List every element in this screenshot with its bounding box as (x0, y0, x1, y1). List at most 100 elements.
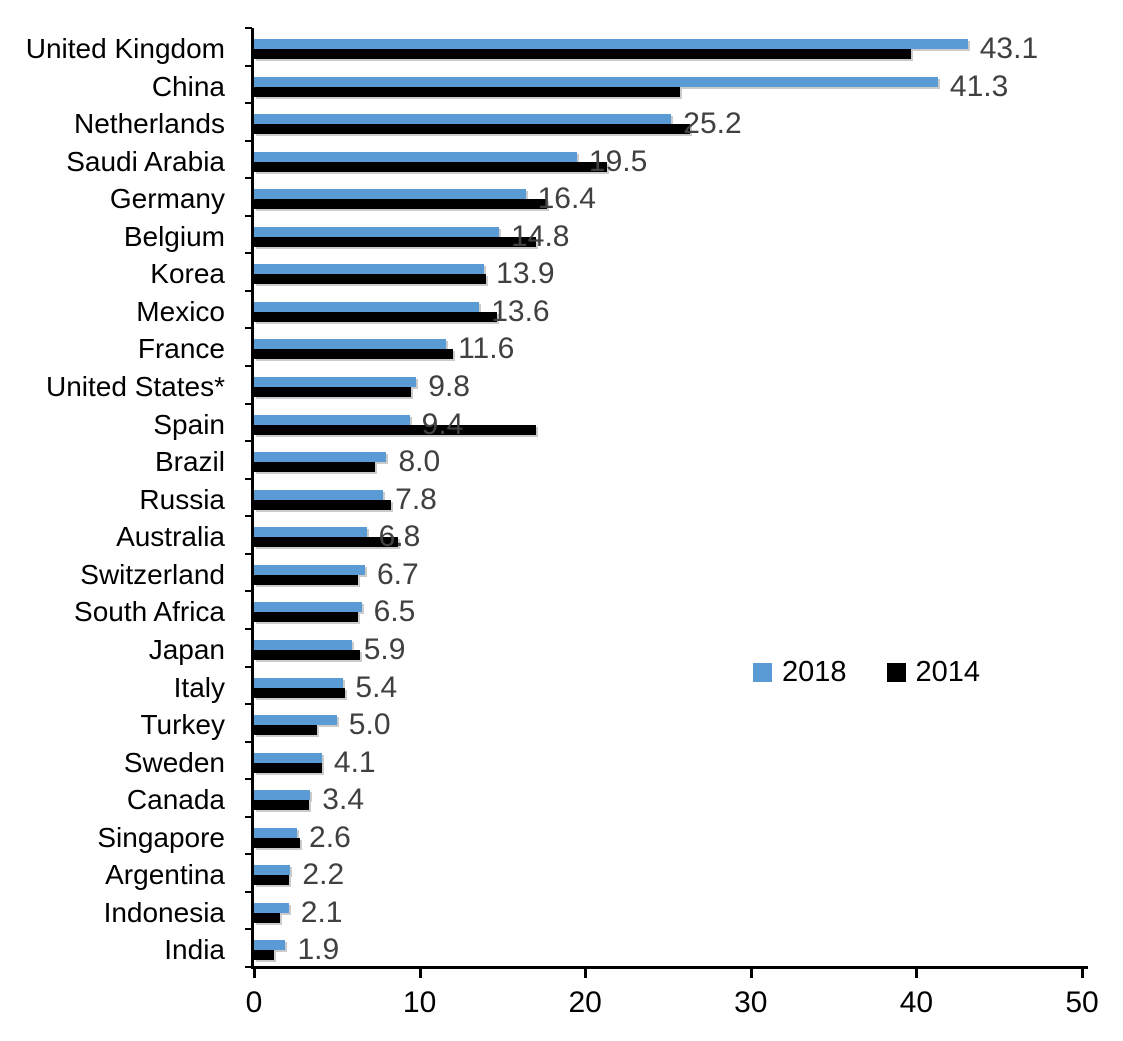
bar-group: 11.6 (254, 328, 1082, 366)
bar-2018 (254, 902, 289, 913)
x-axis-line (251, 966, 1088, 969)
data-label: 5.0 (348, 708, 391, 742)
bar-group: 5.0 (254, 704, 1082, 742)
data-label: 5.9 (363, 632, 406, 666)
category-label: Canada (126, 784, 225, 816)
data-label: 13.6 (491, 294, 550, 328)
legend-swatch-2018 (753, 663, 772, 682)
y-tick (245, 778, 252, 781)
bar-group: 6.8 (254, 516, 1082, 554)
data-label: 14.8 (511, 219, 570, 253)
category-label: India (164, 934, 225, 966)
legend-item-2018: 2018 (753, 658, 847, 687)
bar-2018 (254, 752, 322, 763)
data-label: 41.3 (949, 69, 1009, 103)
bar-2018 (254, 264, 485, 275)
category-label: Switzerland (80, 558, 225, 590)
bar-group: 5.9 (254, 629, 1082, 667)
bar-2018 (254, 865, 291, 876)
bar-2014 (254, 387, 412, 398)
data-label: 1.9 (297, 933, 340, 967)
y-tick (245, 214, 252, 217)
y-tick (245, 966, 252, 968)
data-label: 25.2 (683, 107, 742, 141)
bar-group: 9.4 (254, 404, 1082, 442)
bar-2018 (254, 226, 500, 237)
bar-2014 (254, 725, 317, 736)
y-tick (245, 64, 252, 67)
bar-2014 (254, 424, 536, 435)
bar-2018 (254, 602, 362, 613)
category-label: Mexico (136, 295, 225, 327)
bar-2018 (254, 639, 352, 650)
x-tick (584, 969, 588, 978)
bar-2018 (254, 377, 417, 388)
x-tick (418, 969, 422, 978)
bar-2014 (254, 687, 346, 698)
bar-group: 7.8 (254, 479, 1082, 517)
bar-group: 3.4 (254, 779, 1082, 817)
legend-label: 2018 (782, 656, 847, 688)
bar-2018 (254, 114, 672, 125)
y-tick (245, 102, 252, 105)
bar-2014 (254, 49, 912, 59)
bar-2018 (254, 715, 337, 726)
bar-2014 (254, 837, 301, 848)
bar-2018 (254, 151, 577, 162)
category-label: Italy (173, 671, 225, 703)
bar-2018 (254, 827, 298, 838)
x-tick-label: 0 (245, 986, 263, 1019)
bar-2018 (254, 790, 311, 801)
bar-2014 (254, 499, 392, 510)
category-label: Argentina (105, 859, 225, 891)
data-label: 5.4 (355, 670, 398, 704)
bar-2018 (254, 940, 286, 951)
category-label: United States* (46, 371, 225, 403)
y-tick (245, 139, 252, 142)
category-label: Russia (139, 483, 225, 515)
data-label: 13.9 (496, 257, 555, 291)
category-label: Netherlands (74, 108, 225, 140)
y-tick (245, 552, 252, 555)
bar-2018 (254, 189, 526, 200)
data-label: 7.8 (395, 482, 437, 516)
bar-2014 (254, 199, 548, 210)
x-tick-label: 50 (1065, 986, 1099, 1019)
data-label: 6.5 (373, 595, 416, 629)
data-label: 6.7 (376, 557, 419, 591)
category-axis-labels: United Kingdom China Netherlands Saudi Arab… (0, 28, 240, 966)
category-label: Australia (116, 521, 225, 553)
data-label: 6.8 (378, 520, 421, 554)
y-tick (245, 740, 252, 743)
y-tick (245, 365, 252, 368)
bar-group: 2.2 (254, 854, 1082, 892)
y-tick (245, 177, 252, 180)
bar-2014 (254, 875, 289, 886)
y-tick (245, 515, 252, 518)
bar-group: 43.1 (254, 28, 1082, 66)
bar-group: 2.1 (254, 892, 1082, 930)
category-label: Indonesia (103, 896, 225, 928)
bar-2014 (254, 86, 680, 97)
category-label: Brazil (154, 446, 225, 478)
data-label: 2.2 (302, 858, 345, 892)
data-label: 9.8 (428, 370, 470, 404)
bar-group: 41.3 (254, 66, 1082, 104)
bar-2014 (254, 161, 607, 172)
y-tick (245, 440, 252, 443)
bar-2014 (254, 311, 498, 322)
bar-group: 8.0 (254, 441, 1082, 479)
bar-2014 (254, 762, 322, 773)
bar-2014 (254, 912, 281, 923)
x-tick-label: 10 (402, 986, 437, 1019)
bar-2014 (254, 462, 375, 473)
bar-2014 (254, 649, 360, 660)
data-label: 11.6 (458, 332, 515, 366)
y-tick (245, 327, 252, 330)
y-tick (245, 928, 252, 931)
data-label: 2.6 (309, 820, 351, 854)
y-axis-line (251, 28, 254, 969)
y-tick (245, 703, 252, 706)
bar-group: 9.8 (254, 366, 1082, 404)
